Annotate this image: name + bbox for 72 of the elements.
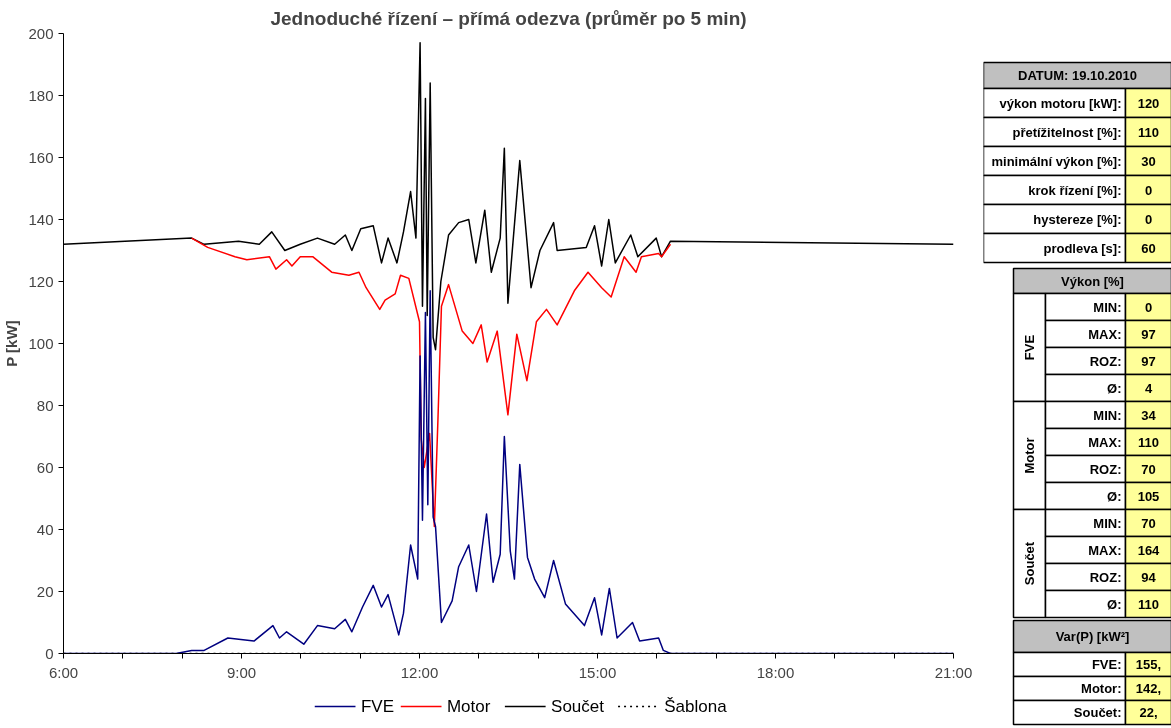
text: Var(P) [kW²] [1055, 629, 1130, 644]
x-tick-label: 21:00 [934, 663, 973, 681]
text: 97 [1141, 326, 1156, 342]
text: Motor [1022, 437, 1037, 474]
text: 110 [1138, 596, 1159, 612]
text: 155, [1135, 657, 1162, 672]
text: Výkon [%] [1061, 273, 1124, 289]
y-tick-label: 20 [36, 582, 54, 600]
y-tick-label: 80 [36, 396, 54, 414]
text: Ø: [1107, 380, 1122, 396]
text: MAX: [1088, 326, 1122, 342]
x-tick-label: 9:00 [226, 663, 257, 681]
text: 34 [1141, 407, 1157, 423]
y-tick-label: 180 [28, 86, 54, 104]
text: Součet [1022, 541, 1037, 586]
text: Ø: [1107, 488, 1122, 504]
x-tick-label: 6:00 [48, 663, 79, 681]
text: 0 [1144, 182, 1153, 198]
y-tick-label: 200 [28, 24, 54, 42]
text: Součet: [1073, 705, 1122, 720]
line-series [190, 237, 672, 528]
text: ROZ: [1089, 461, 1122, 477]
text: hystereze [%]: [1033, 211, 1122, 227]
x-tick-label: 18:00 [756, 663, 795, 681]
text: 4 [1144, 380, 1153, 396]
y-tick-label: 120 [28, 272, 54, 290]
text: přetížitelnost [%]: [1012, 124, 1122, 140]
chart-title: Jednoduché řízení – přímá odezva (průměr po 5 min) [270, 7, 747, 29]
text: 105 [1137, 488, 1160, 504]
legend-label: FVE [360, 697, 394, 716]
text: MAX: [1088, 434, 1122, 450]
y-axis-title: P [kW] [3, 320, 21, 367]
text: 110 [1138, 434, 1159, 450]
legend-label: Motor [446, 697, 491, 716]
y-tick-label: 60 [36, 458, 54, 476]
y-tick-label: 40 [36, 520, 54, 538]
text: MAX: [1088, 542, 1122, 558]
text: MIN: [1093, 407, 1122, 423]
text: ROZ: [1089, 353, 1122, 369]
y-tick-label: 140 [28, 210, 54, 228]
y-tick-label: 0 [45, 644, 54, 662]
text: výkon motoru [kW]: [999, 95, 1122, 111]
text: Motor: [1081, 681, 1122, 696]
text: 0 [1144, 299, 1153, 315]
text: prodleva [s]: [1043, 240, 1122, 256]
text: FVE [1022, 334, 1037, 361]
legend-label: Šablona [664, 697, 728, 716]
text: 120 [1137, 95, 1160, 111]
text: 97 [1141, 353, 1156, 369]
text: krok řízení [%]: [1028, 182, 1122, 198]
text: DATUM: 19.10.2010 [1018, 68, 1137, 83]
text: MIN: [1093, 515, 1122, 531]
text: 0 [1144, 211, 1153, 227]
text: ROZ: [1089, 569, 1122, 585]
text: 30 [1141, 153, 1156, 169]
text: 22, [1139, 705, 1158, 720]
text: 110 [1138, 124, 1159, 140]
text: 70 [1141, 515, 1156, 531]
text: 142, [1135, 681, 1162, 696]
text: MIN: [1093, 299, 1122, 315]
text: FVE: [1091, 657, 1122, 672]
text: 164 [1137, 542, 1161, 558]
text: 60 [1141, 240, 1156, 256]
x-tick-label: 15:00 [578, 663, 617, 681]
text: minimální výkon [%]: [991, 153, 1122, 169]
text: 70 [1141, 461, 1156, 477]
y-tick-label: 160 [28, 148, 54, 166]
x-tick-label: 12:00 [400, 663, 439, 681]
legend-label: Součet [551, 697, 605, 716]
text: 94 [1141, 569, 1157, 585]
text: Ø: [1107, 596, 1122, 612]
y-tick-label: 100 [28, 334, 54, 352]
